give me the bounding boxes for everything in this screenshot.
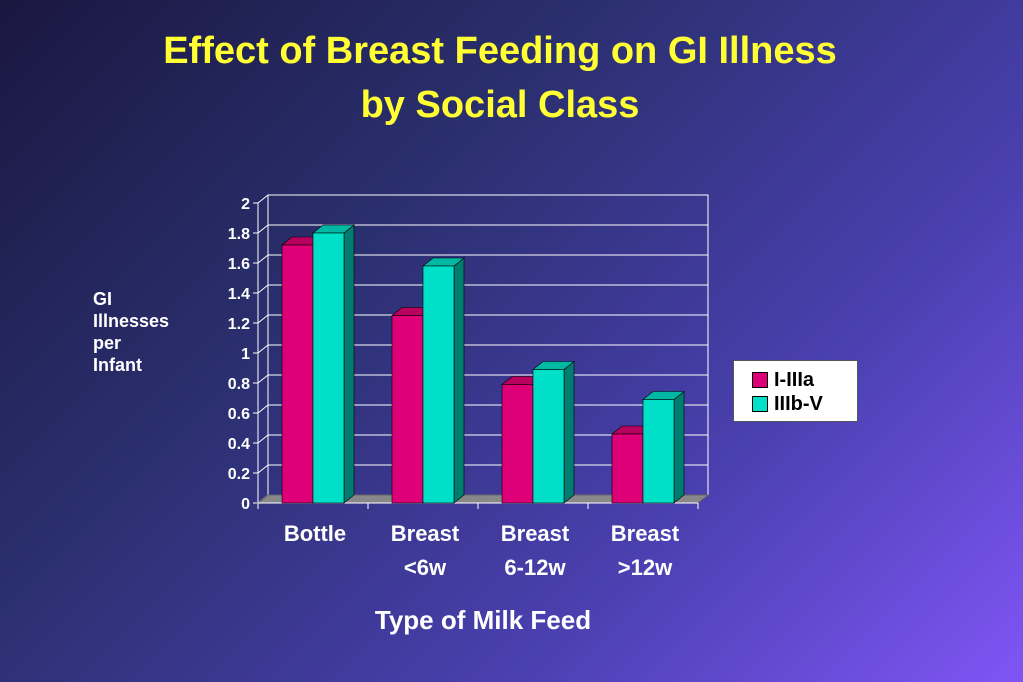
gridline-depth [257,194,269,204]
bar [501,384,534,504]
legend-swatch-series1 [752,372,768,388]
gridline-depth [257,284,269,294]
y-axis-label-line: per [93,333,122,353]
legend-item-series1: I-IIIa [752,369,814,391]
y-tick-label: 0 [241,496,250,513]
gridline-depth [257,464,269,474]
y-tick-label: 1.4 [228,286,250,303]
x-tick-label: Breast [501,521,570,546]
y-tick-label: 1.8 [228,226,250,243]
legend-swatch-series2 [752,396,768,412]
y-tick-label: 0.6 [228,406,250,423]
bar-side [343,224,355,504]
x-tick-label: Bottle [284,521,346,546]
y-tick-label: 0.2 [228,466,250,483]
y-tick-label: 0.4 [228,436,250,453]
x-axis-label: Type of Milk Feed [374,605,592,635]
legend: I-IIIa IIIb-V [733,360,858,422]
gridline-depth [257,404,269,414]
gridline-depth [257,314,269,324]
chart-title-line2: by Social Class [360,84,640,126]
bar [422,265,455,504]
y-tick-label: 1 [241,346,250,363]
gridline-depth [257,374,269,384]
bar [312,232,345,504]
y-axis-label-line: GI [93,289,113,309]
bar [611,433,644,504]
x-tick-label: 6-12w [504,555,566,580]
bar [391,315,424,504]
x-tick-label: Breast [391,521,460,546]
legend-label-series2: IIIb-V [774,392,823,415]
y-axis-label: GI Illnesses per Infant [93,288,203,376]
chart-title-line1: Effect of Breast Feeding on GI Illness [163,30,837,72]
y-tick-label: 1.6 [228,256,250,273]
bar-side [563,360,575,504]
gridline-depth [257,434,269,444]
y-axis-label-line: Infant [93,355,142,375]
y-tick-label: 0.8 [228,376,250,393]
gridline-depth [257,344,269,354]
x-tick-label: <6w [404,555,447,580]
legend-label-series1: I-IIIa [774,368,815,391]
bar [532,369,565,504]
bar [281,244,314,504]
bar-side [673,390,685,504]
y-tick-label: 2 [241,196,250,213]
gridline-depth [257,254,269,264]
x-tick-label: Breast [611,521,680,546]
gridline-depth [257,224,269,234]
y-axis-label-line: Illnesses [93,311,170,331]
legend-item-series2: IIIb-V [752,393,823,415]
bar-side [453,257,465,504]
x-tick-label: >12w [618,555,673,580]
y-tick-label: 1.2 [228,316,250,333]
bar [642,399,675,504]
